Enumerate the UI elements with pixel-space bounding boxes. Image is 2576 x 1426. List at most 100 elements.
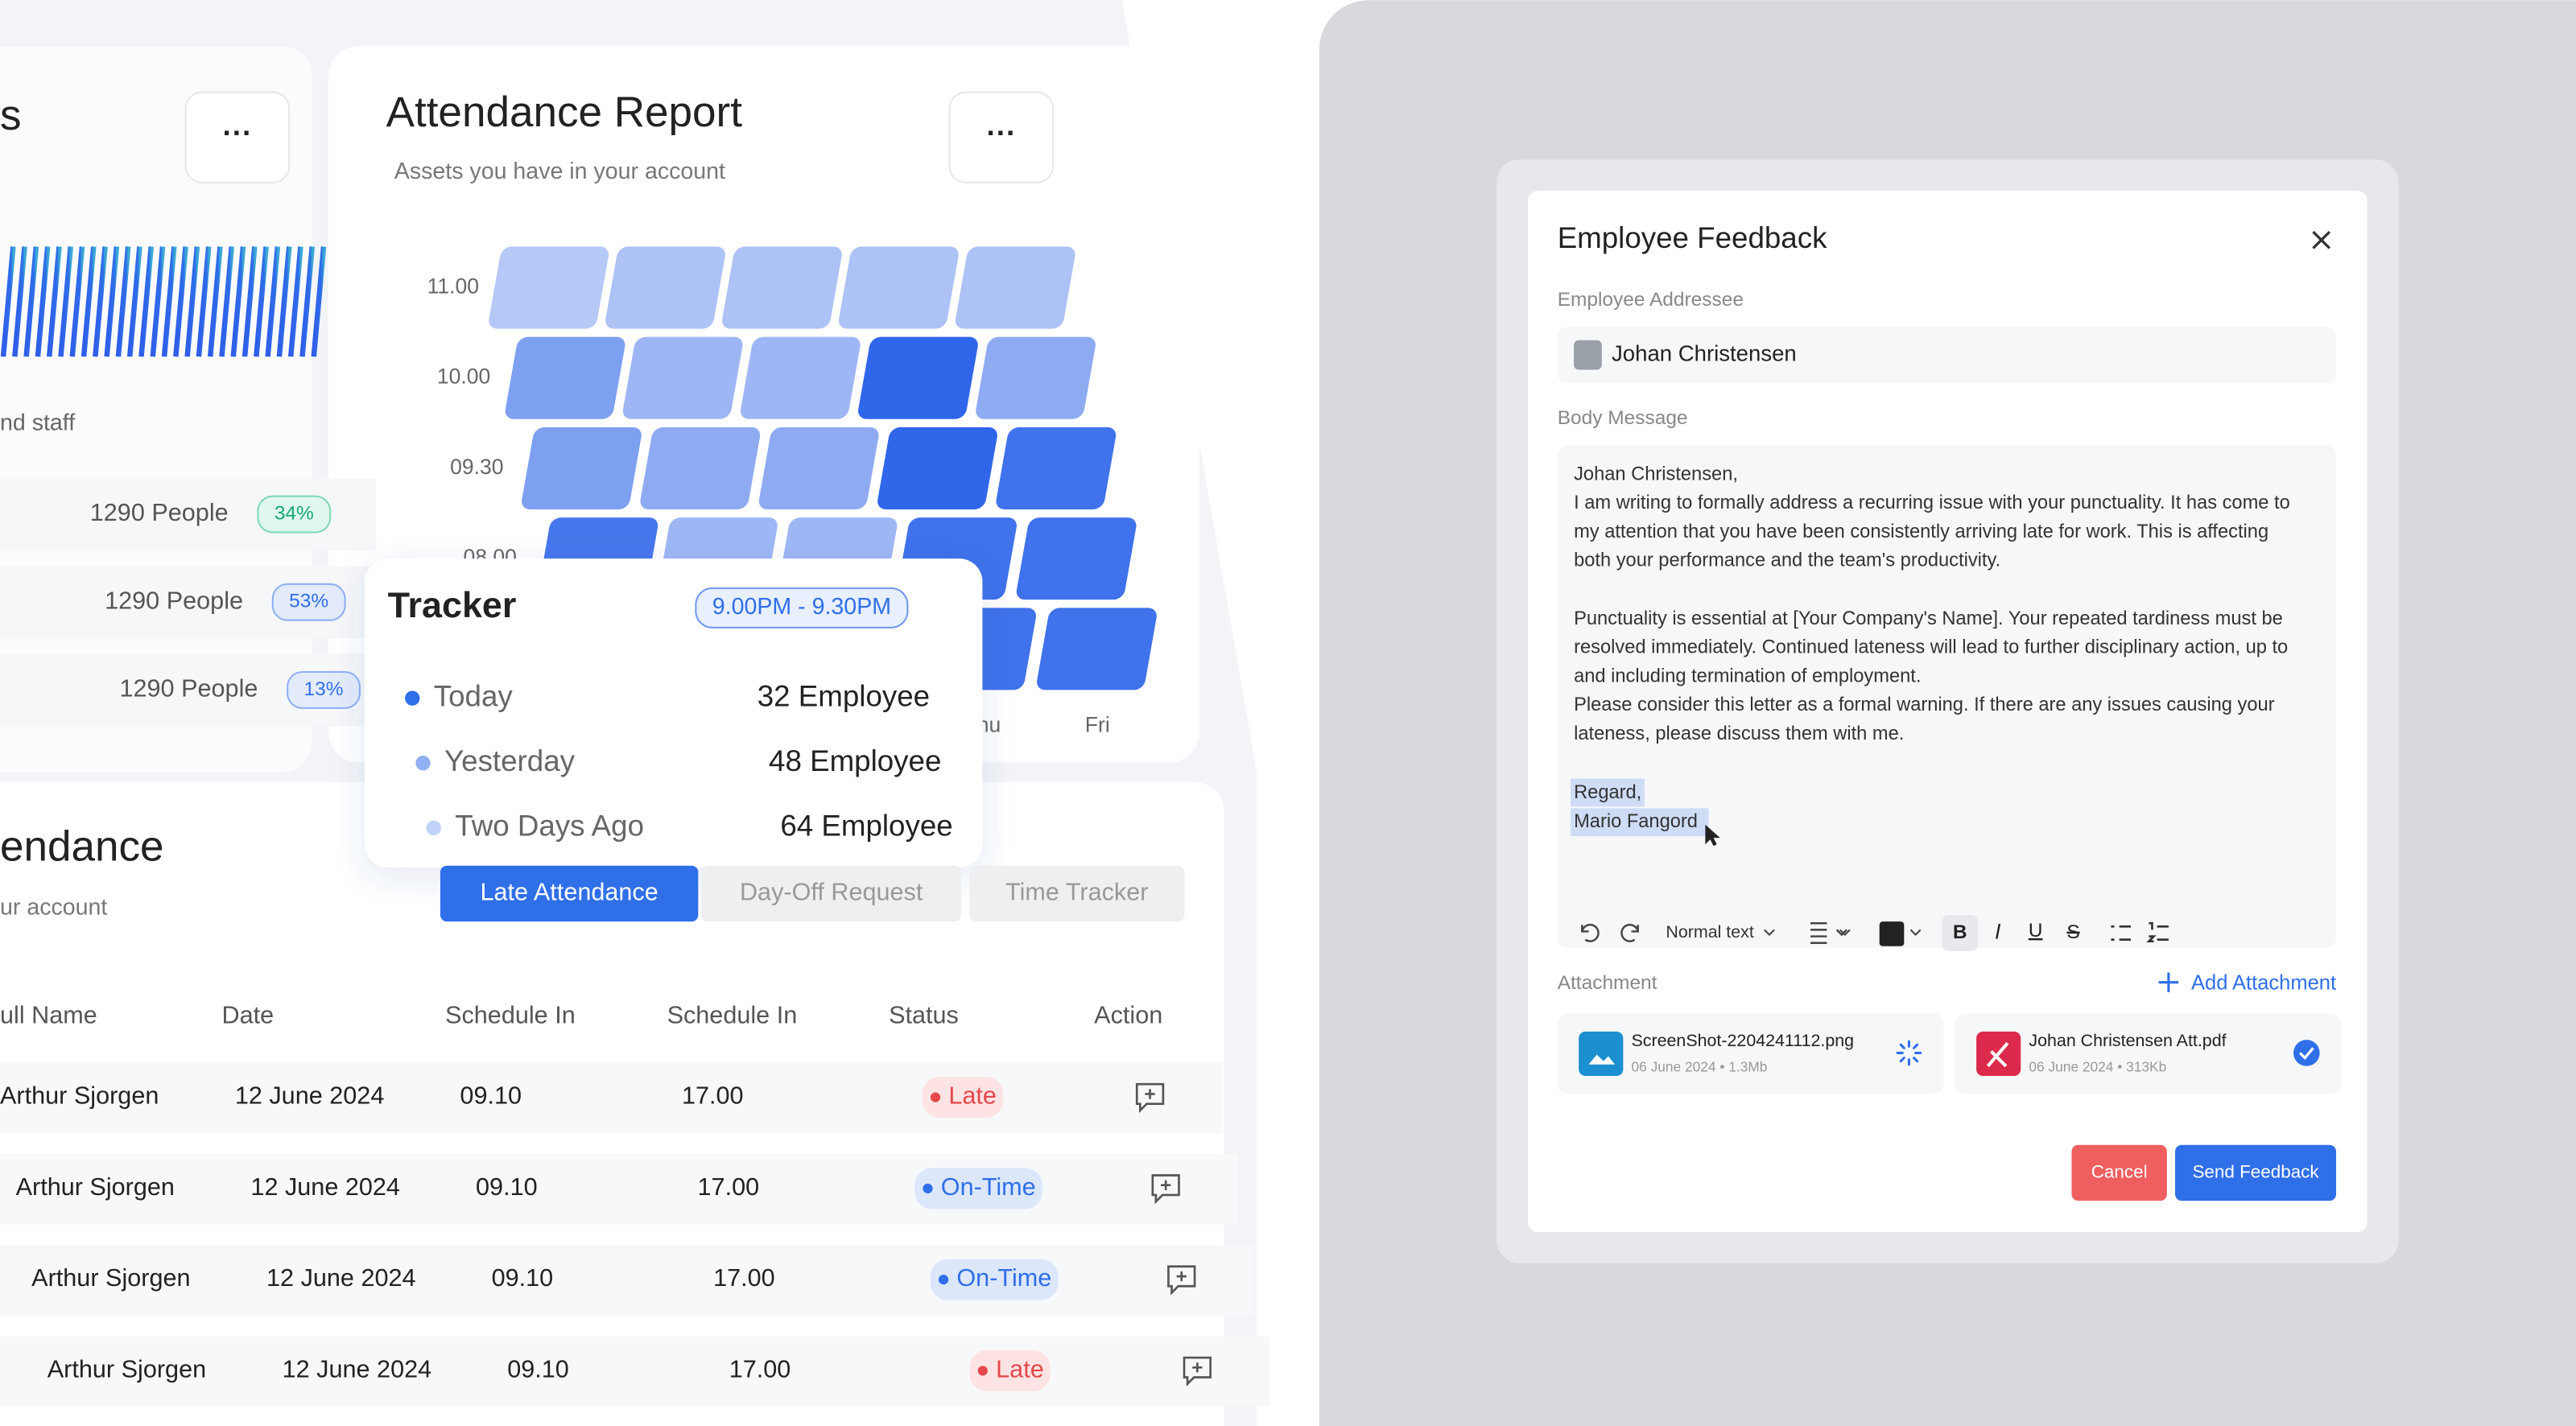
stripe <box>265 246 281 357</box>
cell: 12 June 2024 <box>250 1173 400 1201</box>
column-header: Schedule In <box>445 1002 576 1029</box>
heat-cell <box>505 336 625 419</box>
redo-icon[interactable] <box>1620 923 1639 942</box>
status-dot <box>930 1092 941 1102</box>
status-dot <box>977 1366 988 1376</box>
body-line: Regard, <box>1574 782 1641 803</box>
tab-label: Day-Off Request <box>740 879 923 906</box>
stripe <box>196 246 212 357</box>
menu-button[interactable] <box>948 91 1055 183</box>
tab[interactable] <box>701 865 961 922</box>
selection <box>1571 808 1709 837</box>
table-row <box>0 1336 1270 1407</box>
cell: 17.00 <box>682 1082 744 1110</box>
tab-label: Time Tracker <box>1005 879 1148 906</box>
list-icons[interactable] <box>2111 921 2169 942</box>
text-style: Normal text <box>1666 922 1753 942</box>
italic-icon[interactable]: I <box>1995 919 2001 943</box>
stripe <box>150 246 166 357</box>
heat-cell <box>976 336 1096 419</box>
cell: 17.00 <box>729 1355 791 1383</box>
cursor <box>1705 824 1720 847</box>
y-label: 09.30 <box>450 455 503 479</box>
stripe <box>104 246 120 357</box>
stripe <box>0 246 16 357</box>
column-header: Date <box>222 1002 275 1029</box>
section-subtitle: ur account <box>0 894 107 920</box>
tracker-label: Today <box>434 679 514 712</box>
legend-dot <box>415 756 431 771</box>
cell: 17.00 <box>713 1264 775 1292</box>
share-badge-bg <box>257 495 332 534</box>
heat-cell <box>640 427 761 509</box>
file-card[interactable] <box>1557 1013 1944 1094</box>
underline-icon[interactable]: U <box>2029 920 2043 942</box>
people-count: 1290 People <box>119 675 258 703</box>
bold-button[interactable] <box>1942 915 1979 951</box>
stripe <box>69 246 85 357</box>
spinner <box>1896 1040 1922 1066</box>
column-header: Schedule In <box>667 1002 798 1029</box>
body-line: Mario Fangord <box>1574 811 1698 832</box>
heat-cell <box>858 336 978 419</box>
stripe <box>207 246 223 357</box>
cancel-button[interactable] <box>2071 1144 2167 1201</box>
cell: 09.10 <box>476 1173 538 1201</box>
body-line: and including termination of employment. <box>1574 666 1921 686</box>
cell: Arthur Sjorgen <box>0 1082 159 1110</box>
check-icon <box>2293 1040 2320 1066</box>
cell: 12 June 2024 <box>266 1264 416 1292</box>
heat-cell <box>622 336 743 419</box>
stripe <box>80 246 97 357</box>
body-line: my attention that you have been consiste… <box>1574 521 2268 542</box>
color-swatch[interactable] <box>1879 921 1905 946</box>
undo-icon[interactable] <box>1581 923 1600 942</box>
heat-cell <box>722 246 842 329</box>
file-card[interactable] <box>1955 1013 2342 1094</box>
menu-icon: ··· <box>987 116 1017 149</box>
strike-icon[interactable]: S <box>2066 921 2079 943</box>
action-icon[interactable] <box>1183 1356 1212 1387</box>
field-label: Body Message <box>1558 407 1688 429</box>
line-height-icon[interactable] <box>1810 922 1847 944</box>
card-title: s <box>0 92 22 139</box>
check-glyph <box>2298 1047 2314 1060</box>
addressee-input[interactable] <box>1557 327 2337 383</box>
image-icon <box>1579 1031 1624 1077</box>
cell: 09.10 <box>507 1355 569 1383</box>
tab[interactable] <box>440 865 699 922</box>
body-input[interactable] <box>1557 445 2337 948</box>
body-line: Punctuality is essential at [Your Compan… <box>1574 608 2283 629</box>
heat-cell <box>955 246 1075 329</box>
tracker-label: Two Days Ago <box>455 810 644 843</box>
cell: 12 June 2024 <box>283 1355 432 1383</box>
body-line: lateness, please discuss them with me. <box>1574 723 1904 744</box>
range-badge-bg <box>695 587 909 629</box>
chevron <box>1764 929 1775 936</box>
avatar <box>1574 340 1602 370</box>
status-badge: Late <box>948 1082 997 1110</box>
tab[interactable] <box>969 865 1185 922</box>
close-icon[interactable] <box>2312 230 2331 249</box>
action-icon[interactable] <box>1135 1082 1165 1114</box>
field-label: Attachment <box>1558 972 1657 994</box>
menu-button[interactable] <box>184 91 291 183</box>
heat-cell <box>740 336 861 419</box>
action-icon[interactable] <box>1167 1265 1196 1296</box>
cell: Arthur Sjorgen <box>16 1173 175 1201</box>
status-badge: Late <box>996 1355 1044 1383</box>
action-icon[interactable] <box>1151 1174 1180 1205</box>
x-label: Fri <box>1085 712 1110 736</box>
body-line: both your performance and the team's pro… <box>1574 550 2000 571</box>
send-button[interactable] <box>2175 1144 2337 1201</box>
stripe <box>126 246 142 357</box>
body-line: Johan Christensen, <box>1574 464 1738 484</box>
y-label: 10.00 <box>437 365 490 389</box>
stripe <box>173 246 188 357</box>
heat-cell <box>1016 517 1137 600</box>
tracker-popup <box>365 558 983 868</box>
add-attachment[interactable]: Add Attachment <box>2191 971 2336 994</box>
stripe <box>276 246 292 357</box>
heat-cell <box>877 427 997 509</box>
